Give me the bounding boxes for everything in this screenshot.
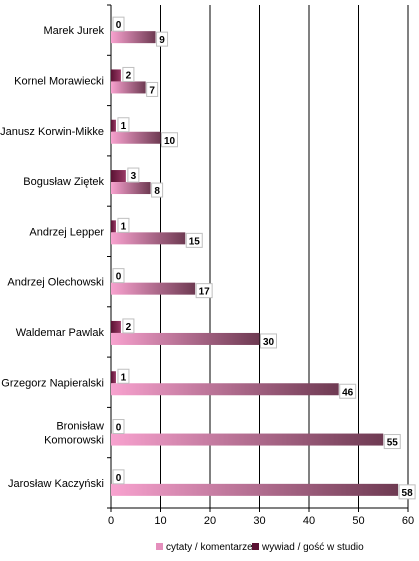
x-tick-labels: 0 10 20 30 40 50 60 [108,515,414,527]
data-label-wywiad-box [117,217,130,233]
bar-cytaty [111,81,146,94]
legend-label-cytaty: cytaty / komentarze [166,542,253,553]
data-label-cytaty: 46 [342,387,354,398]
category-label: Bogusław Ziętek [23,176,104,188]
data-label-wywiad: 0 [116,473,122,484]
bar-cytaty [111,332,260,345]
x-tick-label: 40 [303,515,315,527]
data-labels: 0 9 2 7 1 10 3 8 1 15 0 17 2 30 1 46 0 55 0 58 [112,16,416,500]
bar-cytaty [111,182,151,195]
category-label: Waldemar Pawlak [16,327,105,339]
legend: cytaty / komentarze wywiad / gość w studi… [156,542,364,553]
data-label-wywiad: 2 [126,70,132,81]
data-label-wywiad: 1 [121,221,127,232]
data-label-cytaty: 8 [154,186,160,197]
grid-lines [160,5,409,508]
data-label-cytaty-box [161,132,178,148]
data-label-cytaty-box [151,182,164,198]
data-label-cytaty: 55 [387,438,399,449]
data-label-cytaty: 15 [189,236,201,247]
bar-cytaty [111,31,156,44]
data-label-cytaty-box [383,434,401,450]
data-label-cytaty-box [195,283,213,299]
x-tick-label: 10 [154,515,166,527]
data-label-wywiad-box [117,368,130,384]
bar-wywiad [111,69,121,82]
category-labels: Marek Jurek Kornel Morawiecki Janusz Korwi… [0,25,104,490]
data-label-wywiad-box [112,469,125,485]
data-label-wywiad-box [112,16,125,32]
data-label-cytaty-box [398,484,416,500]
data-label-wywiad: 2 [126,322,132,333]
data-label-cytaty-box [156,31,169,47]
data-label-wywiad: 0 [116,20,122,31]
data-label-wywiad-box [122,318,135,334]
data-label-wywiad-box [117,117,130,133]
category-label: Andrzej Olechowski [7,277,104,289]
data-label-cytaty: 7 [149,85,155,96]
bar-cytaty [111,232,186,245]
data-label-cytaty: 17 [199,287,211,298]
category-label: Kornel Morawiecki [14,75,104,87]
data-label-cytaty: 9 [159,35,165,46]
x-tick-label: 50 [352,515,364,527]
bars [111,31,399,496]
x-tick-label: 60 [402,515,414,527]
x-tick-label: 0 [108,515,114,527]
data-label-cytaty-box [260,333,277,349]
category-label: Janusz Korwin-Mikke [0,126,104,138]
data-label-cytaty: 10 [164,136,176,147]
bar-cytaty [111,483,399,496]
data-label-wywiad: 1 [121,121,127,132]
data-label-wywiad-box [112,419,125,435]
bar-cytaty [111,282,196,295]
bar-wywiad [111,220,116,233]
bar-wywiad [111,320,121,333]
legend-swatch-cytaty [156,543,163,550]
category-label: Marek Jurek [43,25,104,37]
category-label: Grzegorz Napieralski [1,377,104,389]
data-label-wywiad-box [127,167,140,183]
category-label: Jarosław Kaczyński [8,478,104,490]
bar-wywiad [111,170,126,183]
x-tick-label: 20 [204,515,216,527]
data-label-wywiad: 1 [121,372,127,383]
data-label-wywiad: 0 [116,272,122,283]
category-label: Bronisław Komorowski [44,421,104,447]
legend-swatch-wywiad [252,543,259,550]
bar-cytaty [111,433,384,446]
bar-cytaty [111,131,161,144]
category-label: Andrzej Lepper [29,226,104,238]
data-label-cytaty-box [339,383,357,399]
data-label-wywiad-box [122,66,135,82]
data-label-wywiad-box [112,268,125,284]
data-label-wywiad: 3 [131,171,137,182]
bar-cytaty [111,383,339,396]
data-label-cytaty-box [185,232,203,248]
data-label-cytaty-box [146,81,159,97]
legend-label-wywiad: wywiad / gość w studio [261,542,364,553]
data-label-cytaty: 58 [402,488,414,499]
bar-wywiad [111,371,116,384]
data-label-cytaty: 30 [263,337,275,348]
x-tick-label: 30 [253,515,265,527]
bar-wywiad [111,119,116,132]
data-label-wywiad: 0 [116,423,122,434]
